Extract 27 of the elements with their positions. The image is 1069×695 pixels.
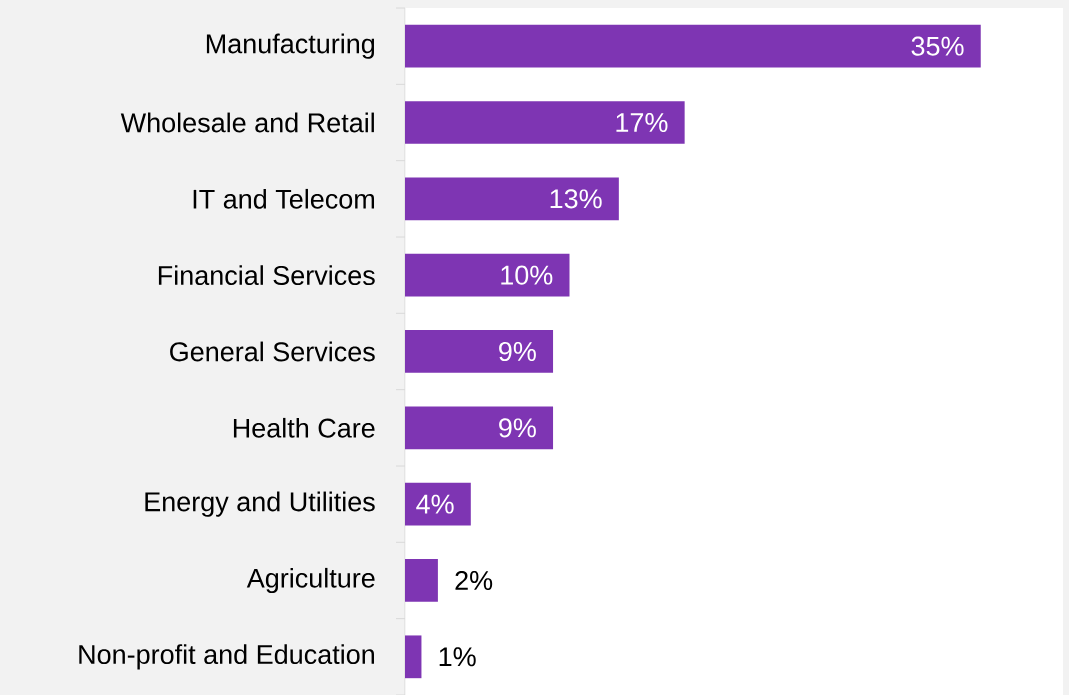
data-label: 17% xyxy=(616,112,668,132)
y-tick-label: Agriculture xyxy=(246,567,375,593)
data-label: 4% xyxy=(416,494,454,514)
bar xyxy=(405,24,981,68)
bar xyxy=(405,406,554,449)
data-label: 1% xyxy=(439,647,476,667)
y-tick-label: IT and Telecom xyxy=(193,188,375,209)
data-label: 10% xyxy=(501,265,553,285)
bar xyxy=(405,100,685,144)
y-tick-label: Wholesale and Retail xyxy=(120,112,374,133)
data-label: 9% xyxy=(499,418,536,438)
data-label: 2% xyxy=(455,570,493,590)
bar xyxy=(405,558,438,602)
y-tick-label: Energy and Utilities xyxy=(145,491,375,517)
bar xyxy=(405,177,619,220)
bar xyxy=(405,635,422,678)
bar xyxy=(405,253,570,297)
bar xyxy=(405,482,471,526)
y-tick-label: General Services xyxy=(170,341,375,362)
data-label: 13% xyxy=(550,189,602,209)
data-label: 35% xyxy=(911,36,964,56)
data-label: 9% xyxy=(499,341,536,361)
y-tick-label: Non-profit and Education xyxy=(79,643,374,670)
y-tick-label: Financial Services xyxy=(158,265,375,285)
y-tick-label: Health Care xyxy=(233,417,375,438)
y-tick-label: Manufacturing xyxy=(206,33,375,59)
bar xyxy=(405,329,554,373)
